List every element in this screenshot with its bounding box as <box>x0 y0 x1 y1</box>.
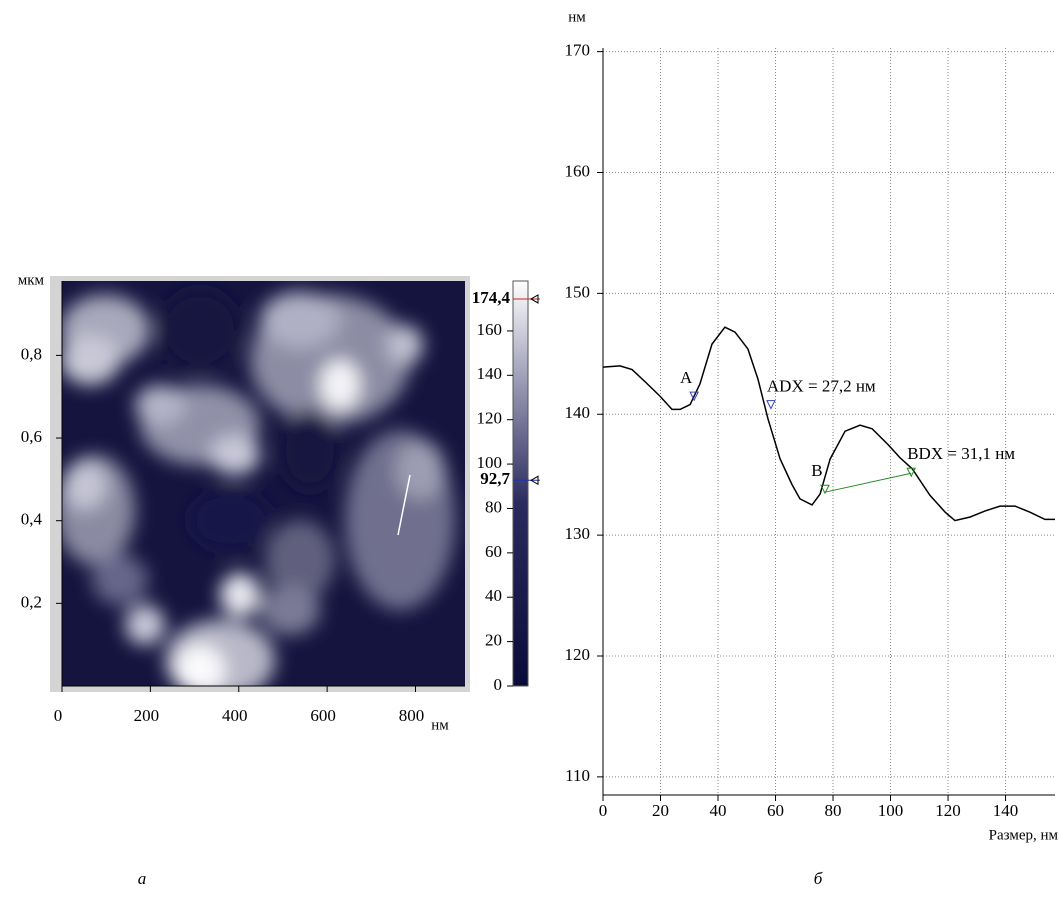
distance-line <box>824 472 912 493</box>
cursor-marker <box>906 467 917 478</box>
x-axis-title: Размер, нм <box>989 827 1059 843</box>
panel-label: а <box>138 869 147 888</box>
afm-image <box>62 281 465 686</box>
colorbar-marker-arrow <box>529 294 539 304</box>
colorbar-tick-label: 160 <box>477 320 503 339</box>
colorbar-tick-label: 120 <box>477 409 503 428</box>
cursor-marker <box>766 400 776 410</box>
colorbar-marker-arrow <box>529 475 539 486</box>
y-tick-label: 0,6 <box>21 427 42 446</box>
x-tick-label: 200 <box>134 706 160 725</box>
x-tick-label: 140 <box>993 801 1019 820</box>
y-tick-label: 120 <box>565 645 591 664</box>
colorbar-marker-label: 174,4 <box>472 288 511 307</box>
x-tick-label: 40 <box>710 801 727 820</box>
annotation: BDX = 31,1 нм <box>907 444 1015 463</box>
y-tick-label: 160 <box>565 161 591 180</box>
y-tick-label: 140 <box>565 403 591 422</box>
profile-line <box>602 326 1055 522</box>
x-tick-label: 100 <box>878 801 904 820</box>
colorbar-tick-label: 0 <box>494 675 503 694</box>
x-axis-title: нм <box>431 717 449 733</box>
y-tick-label: 150 <box>565 282 591 301</box>
colorbar-tick-label: 80 <box>485 497 502 516</box>
x-tick-label: 60 <box>767 801 784 820</box>
annotation: ADX = 27,2 нм <box>767 376 876 395</box>
y-tick-label: 0,2 <box>21 592 42 611</box>
x-tick-label: 800 <box>399 706 425 725</box>
colorbar-marker-label: 92,7 <box>480 469 510 488</box>
cursor-marker <box>820 484 830 495</box>
panel-label: б <box>814 869 823 888</box>
x-tick-label: 120 <box>935 801 961 820</box>
x-tick-label: 0 <box>54 706 63 725</box>
colorbar-tick-label: 140 <box>477 364 503 383</box>
y-axis-title: мкм <box>18 272 45 288</box>
y-tick-label: 130 <box>565 524 591 543</box>
y-tick-label: 0,4 <box>21 510 43 529</box>
colorbar <box>512 280 529 687</box>
colorbar-tick-label: 60 <box>485 542 502 561</box>
annotation: B <box>811 461 822 480</box>
y-tick-label: 110 <box>565 766 590 785</box>
y-tick-label: 0,8 <box>21 344 42 363</box>
colorbar-tick-label: 40 <box>485 586 502 605</box>
colorbar-tick-label: 100 <box>477 453 503 472</box>
y-tick-label: 170 <box>565 41 591 60</box>
x-tick-label: 400 <box>222 706 248 725</box>
cursor-marker <box>689 391 699 402</box>
x-tick-label: 0 <box>599 801 608 820</box>
colorbar-tick-label: 20 <box>485 631 502 650</box>
annotation: A <box>680 368 693 387</box>
x-tick-label: 80 <box>825 801 842 820</box>
x-tick-label: 600 <box>310 706 336 725</box>
x-tick-label: 20 <box>652 801 669 820</box>
y-axis-title: нм <box>568 9 586 25</box>
